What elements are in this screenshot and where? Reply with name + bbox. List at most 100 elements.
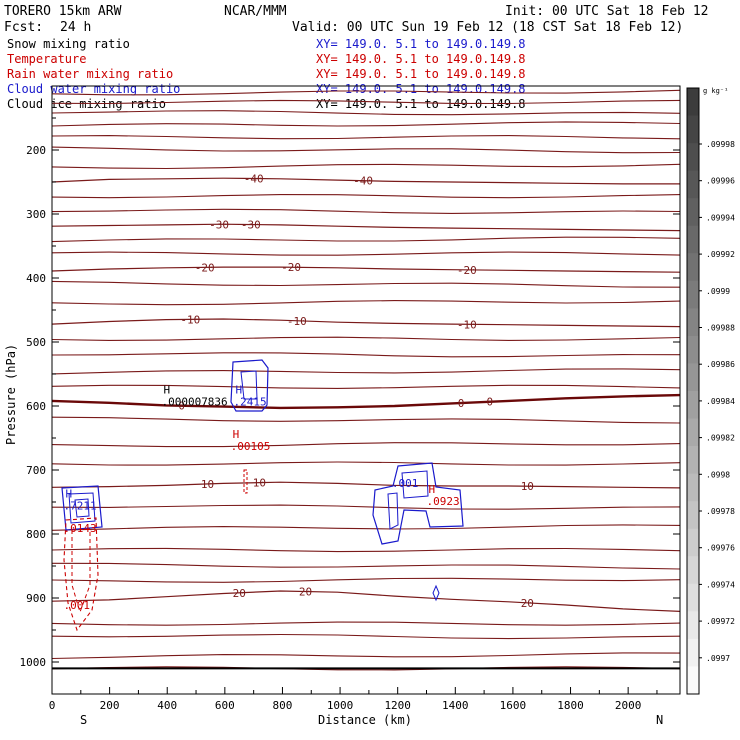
temperature-contours: -40 -40 -30 -30 -20 -20 -20 -10 -10 -10 0 0 0 10 10 10 2… xyxy=(51,173,681,612)
colorbar-swatch xyxy=(687,143,699,172)
isotherm-label: 0 xyxy=(458,397,465,410)
y-tick-label: 400 xyxy=(26,272,46,285)
isotherm-line xyxy=(51,416,681,424)
isotherm-label: -30 xyxy=(241,219,261,232)
field-name-cloud-water: Cloud water mixing ratio xyxy=(7,82,180,96)
extremum-value: .001 xyxy=(64,599,91,612)
model-title: TORERO 15km ARW xyxy=(4,4,122,19)
isotherm-label: -10 xyxy=(180,313,200,326)
isotherm-line xyxy=(51,652,681,660)
isotherm-line xyxy=(51,121,681,127)
isotherm-line xyxy=(51,163,681,170)
cloud-water-diamond xyxy=(432,584,440,602)
x-tick-label: 2000 xyxy=(615,699,642,712)
isotherm-line xyxy=(51,251,681,256)
isotherm-label: 0 xyxy=(487,396,494,409)
x-tick-label: 600 xyxy=(215,699,235,712)
isotherm-10 xyxy=(51,481,681,489)
colorbar-swatch xyxy=(687,528,699,557)
isotherm-label: -30 xyxy=(209,218,229,231)
colorbar-swatch xyxy=(687,335,699,364)
colorbar-swatch xyxy=(687,473,699,502)
isotherm-line xyxy=(51,384,681,389)
colorbar-tick-label: .09976 xyxy=(706,544,735,553)
colorbar-swatch xyxy=(687,363,699,392)
colorbar-swatch xyxy=(687,418,699,447)
rain-water-contour-inner xyxy=(71,528,91,614)
org-label: NCAR/MMM xyxy=(224,4,287,19)
extremum-mark: H xyxy=(233,428,240,441)
colorbar-tick-label: .09986 xyxy=(706,360,735,369)
colorbar-frame xyxy=(686,87,700,695)
colorbar-tick-label: .09996 xyxy=(706,177,735,186)
x-axis-right-end-label: N xyxy=(656,713,663,727)
cloud-water-contour-upper xyxy=(230,359,269,412)
isotherm-label: -20 xyxy=(457,264,477,277)
field-name-rain: Rain water mixing ratio xyxy=(7,67,173,81)
isotherm--30 xyxy=(51,223,681,232)
colorbar-swatch xyxy=(687,308,699,337)
extremum-value: .7211 xyxy=(64,500,97,513)
isotherm-line xyxy=(51,300,681,306)
field-name-temperature: Temperature xyxy=(7,52,86,66)
x-tick-label: 0 xyxy=(49,699,56,712)
axes: 0 200 400 600 800 1000 1200 1400 1600 1800 2000200… xyxy=(20,85,681,712)
colorbar-tick-label: .09992 xyxy=(706,250,735,259)
extremum-mark: H xyxy=(66,488,73,501)
isotherm-line xyxy=(51,577,681,583)
colorbar-swatch xyxy=(687,583,699,612)
extremum-mark: H xyxy=(163,383,170,396)
y-tick-label: 600 xyxy=(26,400,46,413)
cloud-water-contour-mid-inner xyxy=(401,470,429,499)
isotherm-label: 0 xyxy=(178,400,185,413)
x-axis-label: Distance (km) xyxy=(318,713,412,727)
extremum-value: .000007836 xyxy=(161,395,227,408)
colorbar-tick-label: .09978 xyxy=(706,507,735,516)
x-tick-label: 1600 xyxy=(500,699,527,712)
isotherm-20 xyxy=(51,590,681,612)
isotherm-label: -20 xyxy=(281,261,301,274)
field-xy-rain: XY= 149.0. 5.1 to 149.0.149.8 xyxy=(316,67,526,81)
isotherm-line xyxy=(51,633,681,640)
colorbar-swatch xyxy=(687,638,699,667)
field-name-snow: Snow mixing ratio xyxy=(7,37,130,51)
colorbar-swatch xyxy=(687,666,699,695)
colorbar-tick-label: .09974 xyxy=(706,580,735,589)
colorbar-swatch xyxy=(687,556,699,585)
field-xy-cloud-water: XY= 149.0. 5.1 to 149.0.149.8 xyxy=(316,82,526,96)
isotherm-line xyxy=(51,146,681,154)
cloud-water-contour-mid-inner2 xyxy=(387,492,399,530)
x-tick-label: 400 xyxy=(157,699,177,712)
isotherm-label: -10 xyxy=(287,315,307,328)
isotherm--40 xyxy=(51,177,680,185)
field-xy-temperature: XY= 149.0. 5.1 to 149.0.149.8 xyxy=(316,52,526,66)
x-tick-label: 1400 xyxy=(442,699,469,712)
isotherm-line xyxy=(51,194,681,199)
colorbar-swatch xyxy=(687,253,699,282)
colorbar-swatch xyxy=(687,88,699,117)
extremum-value: .00105 xyxy=(231,440,271,453)
x-axis-left-end-label: S xyxy=(80,713,87,727)
cloud-water-contour-mid xyxy=(372,462,464,545)
isotherm-line xyxy=(51,208,681,214)
colorbar-tick-label: .0997 xyxy=(706,654,730,663)
cloud-water-contour-south-inner2 xyxy=(74,498,90,518)
forecast-label: Fcst: xyxy=(4,20,43,35)
y-tick-label: 200 xyxy=(26,144,46,157)
isotherm-label: -40 xyxy=(244,173,264,186)
colorbar-swatch xyxy=(687,198,699,227)
isotherm-line xyxy=(51,547,681,553)
plot-frame xyxy=(51,85,681,695)
colorbar-tick-label: .0999 xyxy=(706,287,730,296)
field-name-cloud-ice: Cloud ice mixing ratio xyxy=(7,97,166,111)
isotherm-label: 10 xyxy=(253,477,266,490)
background-isotherms xyxy=(51,89,681,671)
isotherm-label: -20 xyxy=(195,261,215,274)
isotherm-label: 10 xyxy=(201,478,214,491)
isotherm-line xyxy=(51,562,681,570)
init-time: Init: 00 UTC Sat 18 Feb 12 xyxy=(505,4,709,19)
isotherm-line xyxy=(51,135,681,140)
isotherm--20 xyxy=(51,266,681,273)
x-tick-label: 1000 xyxy=(327,699,354,712)
